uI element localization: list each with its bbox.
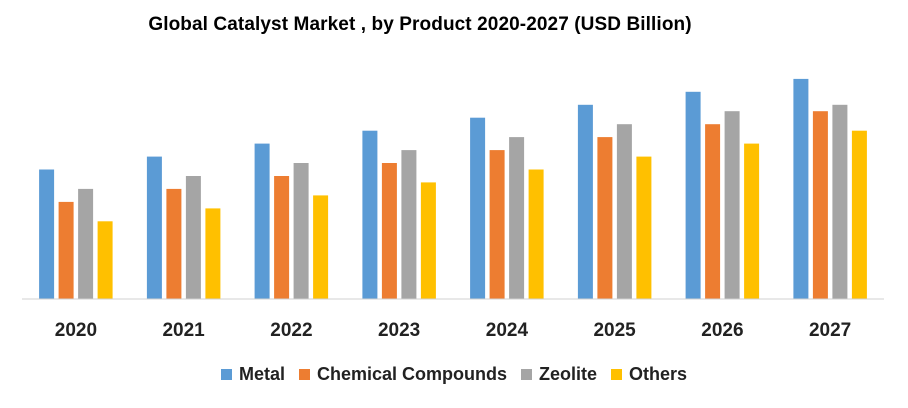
bar-zeolite-2026 — [724, 111, 740, 299]
bar-others-2027 — [851, 130, 867, 299]
bar-zeolite-2027 — [832, 104, 848, 300]
bar-others-2023 — [420, 182, 436, 299]
x-tick-label-2020: 2020 — [55, 320, 97, 341]
bar-zeolite-2022 — [293, 163, 309, 299]
bar-others-2026 — [744, 143, 760, 299]
x-tick-label-2021: 2021 — [162, 320, 205, 341]
bar-metal-2026 — [685, 91, 701, 299]
x-tick-label-2022: 2022 — [270, 320, 312, 341]
bar-others-2021 — [205, 208, 221, 299]
bar-metal-2021 — [146, 156, 162, 299]
x-tick-label-2026: 2026 — [701, 320, 743, 341]
bar-zeolite-2024 — [509, 137, 525, 299]
bar-metal-2020 — [39, 169, 55, 299]
x-tick-label-2023: 2023 — [378, 320, 420, 341]
bar-chemical-compounds-2026 — [705, 124, 721, 299]
x-tick-label-2025: 2025 — [593, 320, 636, 341]
legend-label: Zeolite — [539, 364, 598, 384]
bar-chemical-compounds-2022 — [274, 176, 290, 299]
bar-zeolite-2023 — [401, 150, 417, 299]
legend-swatch — [611, 369, 623, 380]
chart-plot: 2020 2021 2022 2023 2024 2025 2026 2027 — [22, 78, 884, 341]
bar-zeolite-2025 — [616, 124, 632, 299]
legend-swatch — [220, 369, 232, 380]
legend-label: Others — [629, 364, 688, 384]
bars-group — [39, 78, 867, 300]
legend-label: Chemical Compounds — [316, 364, 507, 384]
bar-chemical-compounds-2025 — [597, 137, 613, 299]
bar-metal-2025 — [577, 104, 593, 300]
chart-title: Global Catalyst Market , by Product 2020… — [148, 14, 692, 35]
bar-metal-2027 — [793, 78, 809, 300]
bar-others-2025 — [636, 156, 652, 299]
x-tick-labels: 2020 2021 2022 2023 2024 2025 2026 2027 — [55, 320, 851, 341]
x-tick-label-2027: 2027 — [809, 320, 851, 341]
legend-item-chemical-compounds: Chemical Compounds — [298, 364, 507, 385]
bar-zeolite-2020 — [78, 188, 94, 299]
bar-chemical-compounds-2023 — [381, 163, 397, 299]
x-tick-label-2024: 2024 — [486, 320, 529, 341]
bar-others-2022 — [313, 195, 329, 299]
legend-item-others: Others — [611, 364, 687, 385]
bar-chemical-compounds-2021 — [166, 188, 182, 299]
bar-chemical-compounds-2020 — [58, 201, 74, 299]
bar-others-2020 — [97, 221, 113, 299]
bar-metal-2024 — [470, 117, 486, 299]
legend-item-metal: Metal — [220, 364, 285, 385]
bar-metal-2023 — [362, 130, 378, 299]
legend-swatch — [298, 369, 310, 380]
bar-metal-2022 — [254, 143, 270, 299]
bar-chemical-compounds-2027 — [812, 111, 828, 299]
legend-swatch — [521, 369, 532, 380]
legend-item-zeolite: Zeolite — [521, 364, 597, 385]
legend: Metal Chemical Compounds Zeolite Others — [0, 364, 908, 385]
bar-zeolite-2021 — [185, 176, 201, 299]
legend-label: Metal — [238, 364, 285, 384]
bar-others-2024 — [528, 169, 544, 299]
bar-chemical-compounds-2024 — [489, 150, 505, 299]
